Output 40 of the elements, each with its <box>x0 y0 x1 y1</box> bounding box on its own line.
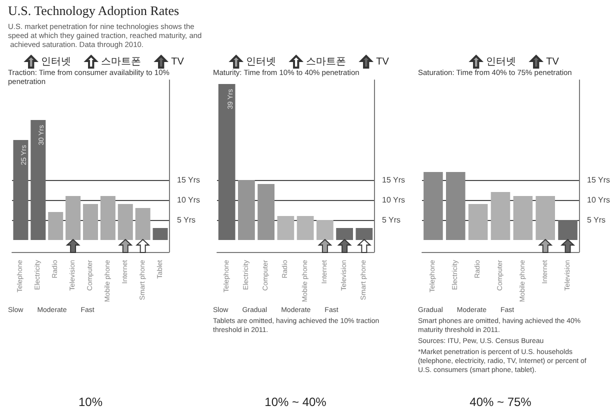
legend-label: 스마트폰 <box>306 56 346 68</box>
bar <box>513 196 533 240</box>
bar <box>424 172 443 240</box>
bar <box>536 196 555 240</box>
x-axis-title: 40% ~ 75% <box>470 395 532 409</box>
bar <box>100 196 116 240</box>
legend-label: 인터넷 <box>486 56 516 68</box>
bar <box>48 212 64 240</box>
bar <box>30 120 46 240</box>
bar <box>83 204 98 240</box>
legend-label: 인터넷 <box>41 56 72 68</box>
bar <box>218 84 236 240</box>
bar <box>490 192 510 240</box>
bar <box>135 208 150 240</box>
y-tick-label: 10 Yrs <box>382 196 405 204</box>
legend-label: TV <box>376 56 390 68</box>
bar <box>13 140 28 240</box>
y-tick-label: 5 Yrs <box>177 216 196 224</box>
y-tick-label: 5 Yrs <box>382 216 401 224</box>
y-tick-label: 10 Yrs <box>177 196 200 204</box>
legend-label: 인터넷 <box>246 56 276 68</box>
y-tick-label: 15 Yrs <box>177 176 200 184</box>
x-axis-title: 10% <box>78 395 103 409</box>
bar <box>66 196 81 240</box>
bar <box>277 216 294 240</box>
chart-title: U.S. Technology Adoption Rates <box>8 3 180 18</box>
bar <box>238 180 255 240</box>
bar <box>258 184 274 240</box>
bar <box>296 216 314 240</box>
bar <box>446 172 466 240</box>
y-tick-label: 5 Yrs <box>587 216 606 224</box>
y-tick-label: 15 Yrs <box>587 176 610 184</box>
y-tick-label: 15 Yrs <box>382 176 405 184</box>
x-axis-title: 10% ~ 40% <box>264 395 327 409</box>
y-tick-label: 10 Yrs <box>587 196 610 204</box>
bar <box>316 220 334 240</box>
legend-label: TV <box>546 56 560 68</box>
legend-label: 스마트폰 <box>101 56 142 68</box>
bar <box>468 204 488 240</box>
legend-label: TV <box>171 56 184 68</box>
